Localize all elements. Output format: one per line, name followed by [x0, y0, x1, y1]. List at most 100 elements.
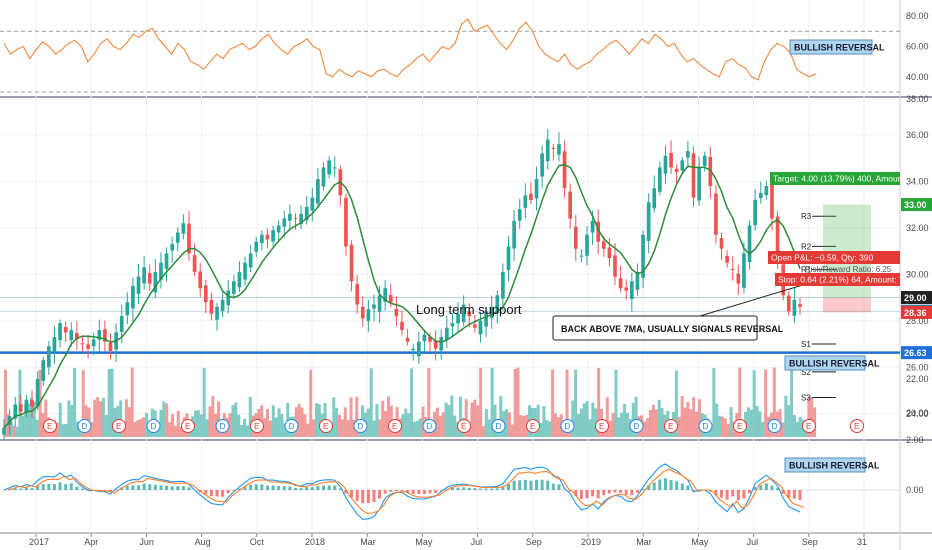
candle-body[interactable]	[697, 167, 701, 201]
candle-body[interactable]	[237, 271, 242, 288]
candle-body[interactable]	[624, 287, 629, 291]
macd-histogram-bar[interactable]	[428, 490, 432, 494]
volume-bar[interactable]	[277, 408, 281, 437]
volume-bar[interactable]	[726, 424, 730, 437]
candle-body[interactable]	[310, 197, 315, 211]
candle-body[interactable]	[288, 213, 292, 221]
volume-badge[interactable]	[784, 355, 866, 371]
volume-bar[interactable]	[507, 412, 511, 437]
macd-histogram-bar[interactable]	[406, 490, 410, 493]
macd-histogram-bar[interactable]	[277, 485, 281, 490]
volume-bar[interactable]	[545, 420, 549, 437]
volume-bar[interactable]	[677, 416, 681, 437]
volume-bar[interactable]	[381, 400, 385, 437]
macd-histogram-bar[interactable]	[484, 488, 488, 490]
oscillator-line[interactable]	[3, 18, 817, 81]
candle-body[interactable]	[641, 234, 645, 278]
volume-bar[interactable]	[375, 404, 379, 437]
candle-body[interactable]	[91, 339, 96, 347]
volume-bar[interactable]	[237, 414, 241, 437]
candle-body[interactable]	[30, 400, 34, 407]
macd-histogram-bar[interactable]	[753, 486, 757, 490]
candle-body[interactable]	[2, 427, 6, 435]
candle-body[interactable]	[478, 320, 483, 335]
volume-bar[interactable]	[585, 401, 589, 437]
candle-body[interactable]	[299, 213, 303, 225]
macd-histogram-bar[interactable]	[748, 490, 752, 494]
volume-bar[interactable]	[332, 397, 336, 437]
macd-histogram-bar[interactable]	[400, 490, 404, 492]
volume-bar[interactable]	[648, 410, 652, 437]
volume-bar[interactable]	[133, 421, 137, 437]
volume-bar[interactable]	[110, 368, 114, 437]
candle-body[interactable]	[355, 284, 359, 305]
macd-badge[interactable]	[784, 457, 866, 473]
candle-body[interactable]	[775, 216, 780, 263]
volume-bar[interactable]	[695, 411, 699, 437]
volume-bar[interactable]	[551, 369, 555, 437]
volume-bar[interactable]	[346, 420, 350, 437]
volume-bar[interactable]	[384, 410, 388, 437]
macd-histogram-bar[interactable]	[776, 488, 780, 490]
macd-histogram-bar[interactable]	[355, 490, 359, 501]
volume-bar[interactable]	[781, 422, 785, 437]
macd-histogram-bar[interactable]	[641, 488, 645, 490]
volume-bar[interactable]	[565, 369, 569, 437]
macd-histogram-bar[interactable]	[669, 480, 673, 490]
candle-body[interactable]	[747, 225, 752, 263]
macd-histogram-bar[interactable]	[322, 485, 326, 490]
volume-bar[interactable]	[657, 399, 661, 437]
macd-histogram-bar[interactable]	[501, 487, 505, 490]
candle-body[interactable]	[383, 288, 388, 302]
volume-bar[interactable]	[798, 416, 802, 437]
macd-histogram-bar[interactable]	[176, 486, 180, 490]
price-tag[interactable]	[901, 305, 932, 319]
volume-bar[interactable]	[124, 399, 128, 437]
macd-histogram-bar[interactable]	[574, 490, 578, 497]
macd-histogram-bar[interactable]	[204, 490, 208, 495]
volume-bar[interactable]	[464, 399, 468, 437]
candle-body[interactable]	[501, 271, 505, 299]
ma-7-line[interactable]	[3, 163, 801, 429]
candle-body[interactable]	[630, 281, 634, 300]
volume-bar[interactable]	[680, 395, 684, 437]
macd-histogram-bar[interactable]	[131, 485, 135, 490]
volume-bar[interactable]	[266, 409, 270, 437]
volume-bar[interactable]	[312, 419, 316, 437]
macd-histogram-bar[interactable]	[103, 490, 107, 491]
candle-body[interactable]	[669, 152, 673, 168]
volume-bar[interactable]	[18, 369, 22, 437]
candle-body[interactable]	[248, 253, 253, 268]
volume-bar[interactable]	[104, 414, 108, 437]
volume-bar[interactable]	[24, 403, 28, 437]
volume-bar[interactable]	[44, 399, 48, 437]
macd-histogram-bar[interactable]	[361, 490, 365, 504]
macd-histogram-bar[interactable]	[153, 484, 157, 490]
volume-bar[interactable]	[476, 405, 480, 437]
volume-bar[interactable]	[438, 415, 442, 437]
volume-bar[interactable]	[594, 408, 598, 437]
volume-bar[interactable]	[268, 420, 272, 437]
volume-bar[interactable]	[450, 395, 454, 437]
candle-body[interactable]	[254, 241, 259, 252]
macd-histogram-bar[interactable]	[148, 484, 152, 490]
dividend-marker[interactable]	[215, 419, 230, 433]
macd-histogram-bar[interactable]	[781, 490, 785, 494]
volume-bar[interactable]	[366, 408, 370, 437]
macd-histogram-bar[interactable]	[137, 485, 141, 490]
candle-body[interactable]	[786, 295, 791, 312]
candle-body[interactable]	[13, 404, 18, 419]
candle-body[interactable]	[142, 267, 146, 284]
macd-histogram-bar[interactable]	[243, 486, 247, 490]
macd-histogram-bar[interactable]	[585, 490, 589, 499]
candle-body[interactable]	[506, 246, 511, 271]
candle-body[interactable]	[562, 151, 567, 189]
volume-bar[interactable]	[738, 367, 742, 437]
macd-histogram-bar[interactable]	[215, 490, 219, 497]
volume-bar[interactable]	[242, 418, 246, 437]
volume-bar[interactable]	[574, 369, 578, 437]
volume-bar[interactable]	[579, 408, 583, 437]
earnings-marker[interactable]	[526, 419, 540, 433]
candle-body[interactable]	[170, 244, 174, 251]
volume-bar[interactable]	[697, 399, 701, 437]
